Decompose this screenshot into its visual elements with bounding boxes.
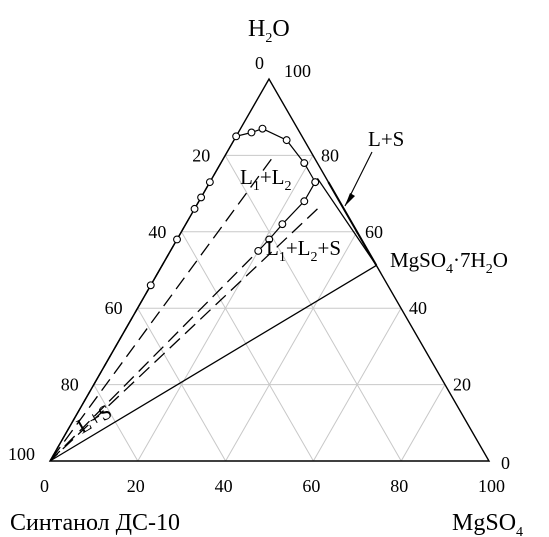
bottom-axis-ticks: 0 20 40 60 80 100 bbox=[40, 476, 505, 496]
left-tick-100: 100 bbox=[8, 444, 35, 464]
region-label-l1l2s: L1+L2+S bbox=[266, 236, 341, 265]
binodal-point-8 bbox=[282, 136, 291, 145]
binodal-point-11 bbox=[311, 178, 320, 187]
right-tick-0: 0 bbox=[501, 453, 510, 473]
binodal-curve bbox=[150, 128, 316, 286]
grid-line-surfactant-80 bbox=[93, 384, 139, 462]
bottom-tick-60: 60 bbox=[302, 476, 320, 496]
binodal-point-3 bbox=[197, 193, 206, 202]
binodal-point-13 bbox=[278, 220, 287, 229]
bottom-tick-0: 0 bbox=[40, 476, 49, 496]
binodal-point-15 bbox=[254, 246, 263, 255]
region-label-l1l2: L1+L2 bbox=[240, 165, 292, 194]
data-points bbox=[146, 124, 377, 290]
left-tick-40: 40 bbox=[148, 222, 166, 242]
binodal-point-14 bbox=[265, 235, 274, 244]
right-tick-40: 40 bbox=[409, 298, 427, 318]
binodal-point-1 bbox=[173, 235, 181, 244]
binodal-point-9 bbox=[300, 159, 309, 167]
bottom-tick-100: 100 bbox=[478, 476, 505, 496]
solid-line-1 bbox=[316, 177, 377, 266]
grid-line-mgso4-40 bbox=[225, 231, 358, 462]
right-tick-100: 100 bbox=[284, 61, 311, 81]
three-phase-edge-a bbox=[49, 250, 259, 462]
triangle-frame bbox=[48, 77, 491, 462]
grid-line-surfactant-40 bbox=[180, 231, 314, 462]
compound-label: MgSO4·7H2O bbox=[390, 248, 508, 277]
left-axis-ticks: 0 20 40 60 80 100 bbox=[8, 53, 264, 464]
right-tick-80: 80 bbox=[321, 145, 339, 165]
bottom-tick-40: 40 bbox=[215, 476, 233, 496]
binodal-point-2 bbox=[190, 204, 199, 213]
left-tick-80: 80 bbox=[61, 375, 79, 395]
binodal-point-6 bbox=[247, 128, 256, 137]
solid-line-0 bbox=[49, 264, 377, 462]
left-tick-60: 60 bbox=[105, 298, 123, 318]
region-label-ls_top: L+S bbox=[368, 127, 404, 151]
grid-line-mgso4-60 bbox=[312, 307, 402, 462]
vertex-label-water: H2O bbox=[248, 16, 290, 46]
bottom-tick-20: 20 bbox=[127, 476, 145, 496]
right-axis-ticks: 100 80 60 40 20 0 bbox=[284, 61, 510, 473]
binodal-point-12 bbox=[300, 197, 309, 206]
right-tick-20: 20 bbox=[453, 375, 471, 395]
triangle-outline bbox=[48, 77, 491, 462]
binodal-point-4 bbox=[205, 178, 214, 187]
left-tick-20: 20 bbox=[192, 145, 210, 165]
grid-line-mgso4-80 bbox=[400, 384, 446, 462]
vertex-label-mgso4: MgSO4 bbox=[452, 510, 523, 537]
grid-line-surfactant-60 bbox=[137, 307, 227, 462]
bottom-tick-80: 80 bbox=[390, 476, 408, 496]
right-tick-60: 60 bbox=[365, 222, 383, 242]
left-tick-0: 0 bbox=[255, 53, 264, 73]
binodal-point-5 bbox=[232, 132, 241, 141]
tie-line-4 bbox=[49, 208, 318, 462]
binodal-point-0 bbox=[146, 281, 155, 290]
binodal-point-7 bbox=[258, 124, 267, 133]
vertex-label-surfactant: Синтанол ДС-10 bbox=[10, 510, 180, 536]
ls-pointer-head bbox=[345, 193, 355, 206]
grid-lines bbox=[93, 154, 446, 462]
